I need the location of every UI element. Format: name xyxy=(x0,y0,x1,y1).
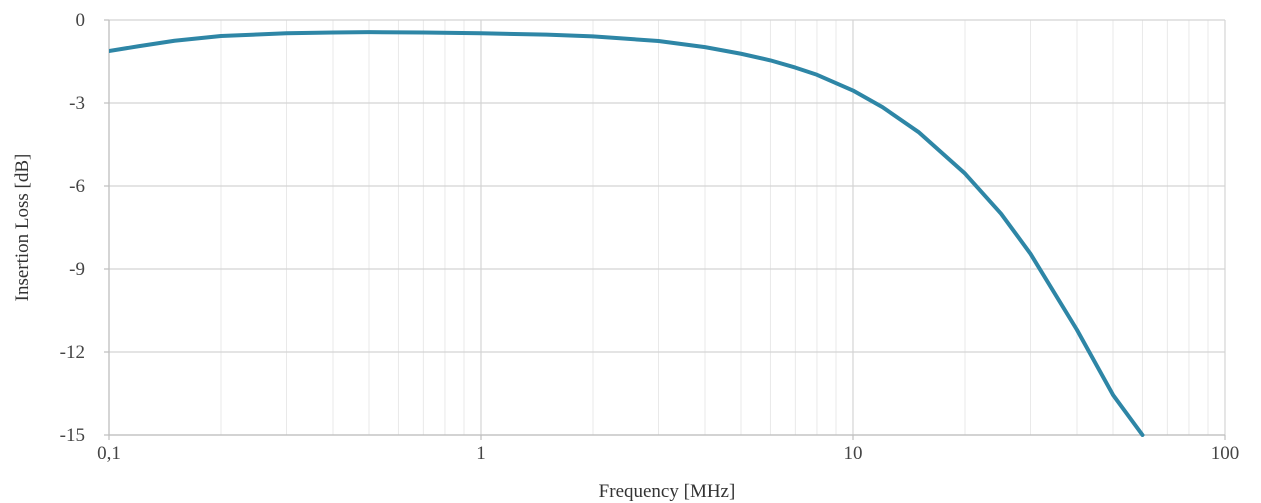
y-tick-label: -6 xyxy=(69,176,85,197)
x-axis-title: Frequency [MHz] xyxy=(599,481,736,502)
y-tick-label: -3 xyxy=(69,93,85,114)
y-tick-label: 0 xyxy=(76,10,86,31)
y-tick-label: -12 xyxy=(60,342,85,363)
y-axis-title: Insertion Loss [dB] xyxy=(12,154,33,302)
axes xyxy=(104,19,1226,440)
x-tick-label: 0,1 xyxy=(97,443,121,464)
x-tick-label: 100 xyxy=(1211,443,1240,464)
x-tick-label: 10 xyxy=(844,443,863,464)
series-line-1 xyxy=(109,30,1145,437)
series-layer xyxy=(109,30,1145,437)
y-tick-label: -9 xyxy=(69,259,85,280)
y-tick-label: -15 xyxy=(60,425,85,446)
grid xyxy=(108,19,1226,436)
tick-labels: 0,1 1 10 100 0 -3 -6 -9 -12 -15 xyxy=(60,10,1240,464)
x-tick-label: 1 xyxy=(476,443,486,464)
